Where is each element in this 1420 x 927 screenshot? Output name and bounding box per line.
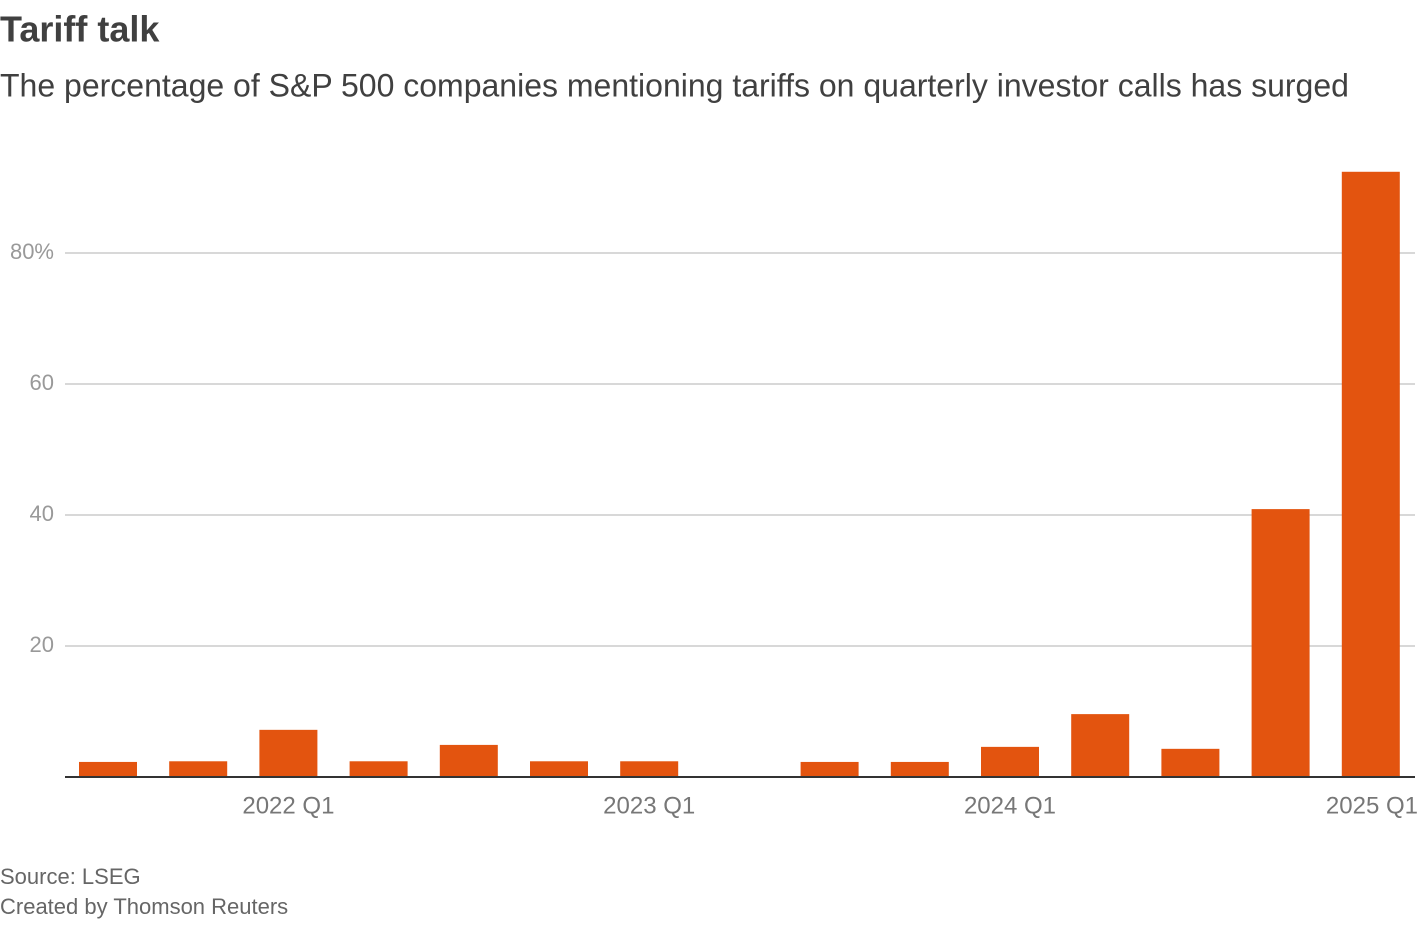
x-tick-label: 2022 Q1 bbox=[242, 792, 334, 819]
bar bbox=[890, 761, 949, 777]
bar bbox=[439, 744, 498, 777]
source: Source: LSEG bbox=[0, 864, 141, 889]
bar bbox=[259, 729, 318, 777]
x-tick-label: 2023 Q1 bbox=[603, 792, 695, 819]
chart-title: Tariff talk bbox=[0, 9, 160, 50]
credit: Created by Thomson Reuters bbox=[0, 894, 288, 919]
bar bbox=[800, 761, 859, 777]
x-tick-label: 2025 Q1 bbox=[1326, 792, 1418, 819]
y-tick-label: 60 bbox=[30, 370, 54, 395]
bar bbox=[981, 746, 1039, 777]
y-tick-label: 80% bbox=[10, 239, 54, 264]
bar bbox=[169, 761, 228, 777]
bar bbox=[79, 761, 137, 777]
y-tick-label: 20 bbox=[30, 632, 54, 657]
bar bbox=[530, 761, 588, 777]
bar bbox=[1251, 509, 1310, 777]
bar bbox=[1071, 714, 1130, 777]
bar bbox=[1161, 748, 1220, 777]
bar bbox=[349, 761, 408, 777]
y-tick-label: 40 bbox=[30, 501, 54, 526]
chart-subtitle: The percentage of S&P 500 companies ment… bbox=[0, 67, 1349, 103]
bar bbox=[1341, 171, 1400, 777]
x-tick-label: 2024 Q1 bbox=[964, 792, 1056, 819]
bar bbox=[620, 761, 679, 777]
